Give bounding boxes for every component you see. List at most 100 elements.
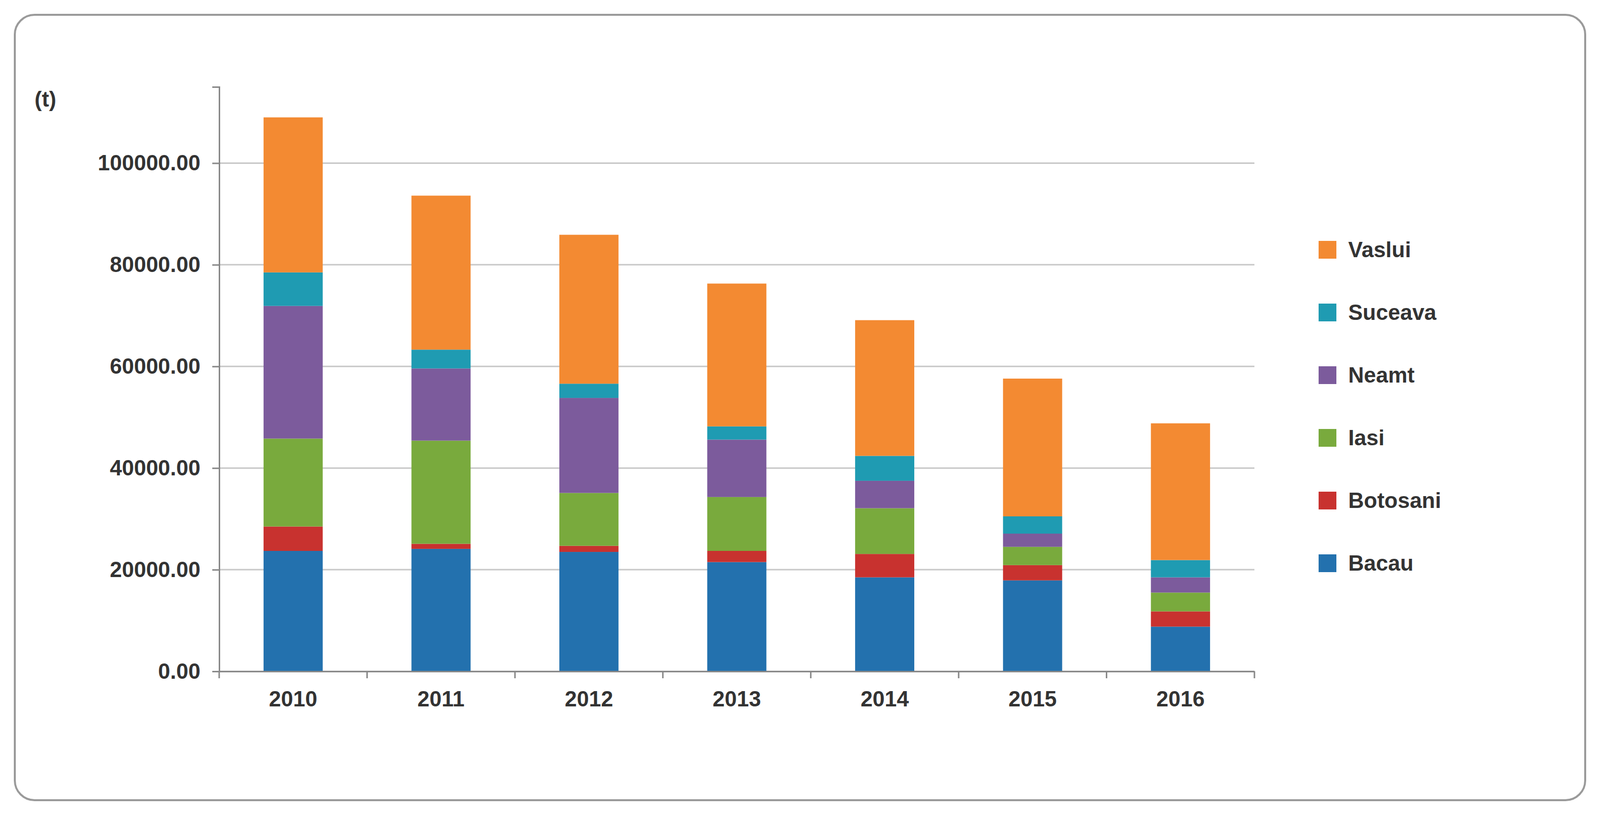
y-tick-mark — [212, 365, 220, 368]
y-tick-label: 80000.00 — [109, 252, 201, 277]
bar-segment — [1003, 565, 1063, 581]
bar-segment — [559, 234, 619, 385]
bar-segment — [707, 283, 767, 427]
legend-label: Neamt — [1348, 362, 1415, 388]
bar-segment — [707, 426, 767, 440]
y-tick-mark — [212, 162, 220, 164]
bar-segment — [559, 397, 619, 494]
bar-segment — [1150, 611, 1210, 627]
y-tick-label: 60000.00 — [109, 353, 201, 379]
x-tick: 2016 — [1156, 671, 1205, 711]
bar-segment — [855, 320, 915, 457]
x-separator — [514, 671, 516, 679]
series — [263, 117, 1210, 561]
x-separator — [1253, 671, 1256, 679]
legend-swatch — [1318, 554, 1337, 573]
bar-segment — [559, 493, 619, 547]
legend-swatch — [1318, 240, 1337, 259]
bar-segment — [1150, 577, 1210, 593]
y-axis-line — [212, 87, 220, 672]
x-separator — [957, 671, 960, 679]
x-separators — [219, 671, 1255, 679]
bar-segment — [855, 577, 915, 672]
bar-segment — [411, 544, 471, 549]
bars — [263, 117, 1210, 672]
grid-line — [219, 264, 1255, 266]
y-tick-mark — [212, 467, 220, 469]
legend-item: Bacau — [1318, 550, 1414, 576]
y-tick-mark — [212, 264, 220, 266]
bar-segment — [1003, 533, 1063, 547]
bar-segment — [855, 508, 915, 555]
legend-label: Iasi — [1348, 425, 1385, 450]
legend-label: Botosani — [1348, 488, 1442, 513]
x-tick: 2010 — [269, 671, 318, 711]
x-tick-label: 2010 — [269, 686, 318, 711]
y-tick: 40000.00 — [109, 455, 220, 480]
y-tick-mark — [212, 670, 220, 673]
bar-segment — [1003, 378, 1063, 517]
chart: 0.00 20000.00 40000.00 60000.00 80000.00 1000… — [0, 0, 1600, 815]
bar-segment — [411, 195, 471, 350]
legend-item: Neamt — [1318, 362, 1415, 388]
bar-segment — [855, 553, 915, 578]
bar-segment — [559, 383, 619, 398]
x-tick-label: 2012 — [564, 686, 614, 711]
series — [263, 438, 1210, 612]
legend-swatch — [1318, 429, 1337, 447]
bar-segment — [1003, 546, 1063, 566]
bar-segment — [707, 439, 767, 498]
legend-item: Vaslui — [1318, 237, 1411, 262]
y-tick: 0.00 — [157, 659, 220, 684]
y-tick-label: 40000.00 — [109, 455, 201, 480]
plot: 0.00 20000.00 40000.00 60000.00 80000.00 1000… — [97, 87, 1255, 712]
bar-segment — [411, 368, 471, 441]
legend-item: Iasi — [1318, 425, 1385, 450]
legend-swatch — [1318, 303, 1337, 322]
frame — [14, 14, 1586, 801]
x-separator — [662, 671, 664, 679]
bar-segment — [411, 440, 471, 545]
bar-segment — [263, 438, 323, 527]
legend-item: Botosani — [1318, 488, 1442, 513]
bar-segment — [707, 497, 767, 551]
legend: Vaslui Suceava Neamt Iasi Botosani Bacau — [1318, 237, 1442, 576]
y-tick: 80000.00 — [109, 252, 220, 277]
grid — [219, 162, 1255, 672]
x-separator — [366, 671, 368, 679]
grid-line — [219, 162, 1255, 164]
y-tick-label: 0.00 — [157, 659, 201, 684]
x-tick-label: 2015 — [1008, 686, 1057, 711]
x-separator — [218, 671, 221, 679]
bar-segment — [411, 548, 471, 672]
bar-segment — [855, 455, 915, 481]
x-tick-label: 2016 — [1156, 686, 1205, 711]
bar-segment — [1003, 516, 1063, 534]
x-tick: 2015 — [1008, 671, 1057, 711]
bar-segment — [1150, 592, 1210, 612]
x-separator — [1105, 671, 1108, 679]
legend-item: Suceava — [1318, 300, 1437, 325]
bar-segment — [559, 546, 619, 552]
y-tick: 60000.00 — [109, 353, 220, 379]
y-tick: 20000.00 — [109, 557, 220, 582]
y-axis-title: (t) — [34, 86, 57, 112]
y-tick-label: 100000.00 — [97, 150, 201, 175]
bar-segment — [263, 306, 323, 439]
legend-label: Suceava — [1348, 300, 1437, 325]
x-separator — [810, 671, 812, 679]
legend-swatch — [1318, 366, 1337, 385]
x-tick-label: 2013 — [712, 686, 762, 711]
bar-segment — [263, 526, 323, 551]
bar-segment — [263, 117, 323, 273]
legend-swatch — [1318, 491, 1337, 510]
bar-segment — [855, 480, 915, 509]
x-tick-label: 2014 — [860, 686, 909, 711]
bar-segment — [263, 272, 323, 307]
x-axis-line — [219, 670, 1255, 673]
legend-label: Bacau — [1348, 550, 1414, 576]
x-tick: 2011 — [417, 671, 465, 711]
bar-segment — [707, 562, 767, 672]
y-axis: 0.00 20000.00 40000.00 60000.00 80000.00 1000… — [97, 87, 220, 684]
y-tick: 100000.00 — [97, 150, 220, 175]
